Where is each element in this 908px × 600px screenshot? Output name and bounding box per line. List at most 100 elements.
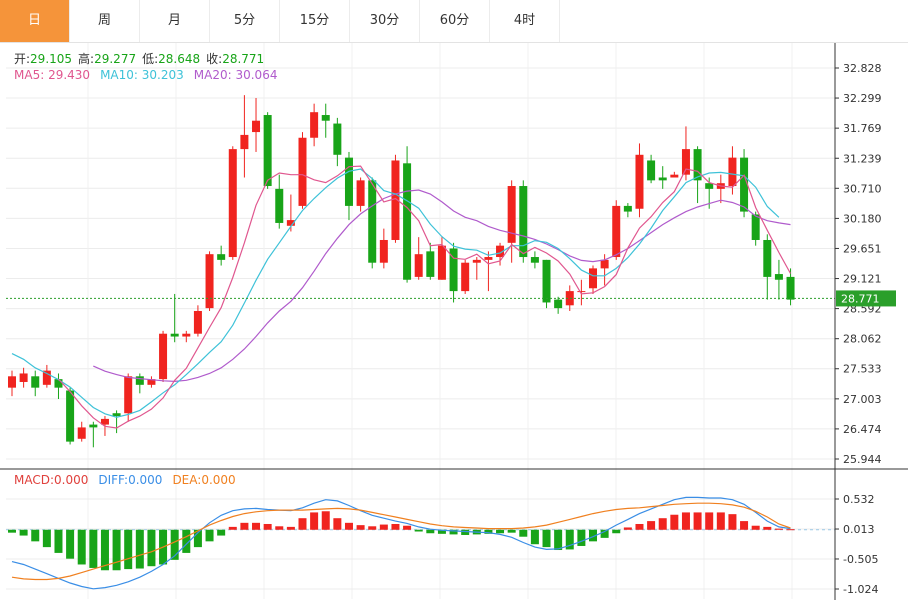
macd-bar bbox=[147, 529, 156, 567]
current-price-tag: 28.771 bbox=[836, 290, 896, 307]
macd-bar bbox=[716, 512, 725, 530]
candle bbox=[66, 387, 75, 445]
candle bbox=[182, 330, 191, 343]
candle-body bbox=[751, 214, 760, 240]
candle-body bbox=[484, 257, 493, 260]
macd-bar bbox=[681, 512, 690, 530]
candle bbox=[763, 234, 772, 300]
candle bbox=[461, 259, 470, 294]
price-tick-label: 32.299 bbox=[843, 92, 882, 105]
candle-body bbox=[228, 149, 237, 258]
macd-bar bbox=[333, 518, 342, 530]
macd-bar bbox=[8, 529, 16, 533]
candle-body bbox=[368, 180, 377, 263]
macd-bar bbox=[217, 529, 226, 536]
candle-body bbox=[612, 205, 621, 258]
candle bbox=[368, 177, 377, 269]
candle bbox=[333, 117, 342, 167]
macd-bar bbox=[205, 529, 214, 542]
macd-bar bbox=[658, 518, 667, 530]
price-tick-label: 30.180 bbox=[843, 212, 882, 225]
candle bbox=[693, 146, 702, 204]
candle bbox=[321, 103, 330, 138]
candle-body bbox=[112, 413, 121, 417]
macd-bar bbox=[635, 523, 644, 530]
candle-body bbox=[356, 180, 365, 206]
tab-5[interactable]: 30分 bbox=[350, 0, 420, 42]
candle bbox=[286, 194, 295, 232]
tab-6[interactable]: 60分 bbox=[420, 0, 490, 42]
candle-body bbox=[391, 160, 400, 240]
candle bbox=[89, 421, 98, 448]
macd-bar bbox=[310, 512, 319, 530]
macd-bar bbox=[379, 524, 388, 530]
macd-bar bbox=[786, 529, 795, 531]
candle bbox=[670, 171, 679, 178]
candle-body bbox=[240, 134, 249, 150]
tab-7[interactable]: 4时 bbox=[490, 0, 560, 42]
candle-body bbox=[275, 188, 284, 223]
macd-bar bbox=[275, 526, 284, 530]
candle bbox=[542, 259, 551, 309]
candle-body bbox=[193, 310, 202, 334]
price-tick-label: 31.769 bbox=[843, 122, 882, 135]
tab-4[interactable]: 15分 bbox=[280, 0, 350, 42]
macd-tick-label: -1.024 bbox=[843, 583, 878, 596]
candle bbox=[530, 251, 539, 269]
tab-0[interactable]: 日 bbox=[0, 0, 70, 42]
macd-bar bbox=[124, 529, 133, 570]
price-tick-label: 29.121 bbox=[843, 273, 882, 286]
candle-body bbox=[263, 115, 272, 187]
candle-body bbox=[589, 268, 597, 289]
candle-body bbox=[647, 160, 656, 181]
candle-body bbox=[623, 205, 632, 212]
macd-bar bbox=[589, 529, 597, 542]
candle bbox=[77, 421, 86, 442]
tab-1[interactable]: 周 bbox=[70, 0, 140, 42]
dea-line bbox=[11, 502, 791, 581]
current-price-badge bbox=[836, 290, 896, 307]
candle bbox=[519, 180, 528, 263]
price-tick-label: 25.944 bbox=[843, 453, 882, 466]
macd-readout: MACD:0.000 DIFF:0.000 DEA:0.000 bbox=[14, 473, 236, 487]
ma20-line bbox=[93, 189, 791, 383]
candle-body bbox=[42, 370, 51, 385]
candle bbox=[437, 237, 446, 280]
candle bbox=[19, 367, 28, 388]
macd-tick-label: 0.013 bbox=[843, 523, 875, 536]
macd-bar bbox=[542, 529, 551, 548]
macd-bar bbox=[112, 529, 121, 571]
macd-bar bbox=[252, 522, 261, 530]
macd-bar bbox=[461, 529, 470, 535]
macd-bar bbox=[193, 529, 202, 548]
candle-body bbox=[449, 248, 458, 292]
macd-bar bbox=[693, 512, 702, 530]
candle bbox=[275, 174, 284, 229]
price-tick-label: 30.710 bbox=[843, 182, 882, 195]
macd-bar bbox=[647, 521, 656, 530]
macd-bar bbox=[321, 511, 330, 530]
macd-bar bbox=[426, 529, 435, 534]
candle-body bbox=[124, 376, 133, 414]
candle bbox=[298, 132, 307, 209]
candle bbox=[344, 151, 353, 221]
macd-bar bbox=[484, 529, 493, 534]
macd-bar bbox=[670, 514, 679, 530]
period-tab-bar: 日周月 5分 15分 30分 60分 4时 bbox=[0, 0, 908, 43]
chart-grid bbox=[6, 43, 835, 599]
macd-bar bbox=[228, 526, 237, 530]
candle-body bbox=[77, 427, 86, 439]
macd-bar bbox=[507, 529, 516, 533]
macd-bar bbox=[414, 529, 423, 532]
candle-body bbox=[310, 112, 319, 138]
tab-2[interactable]: 月 bbox=[140, 0, 210, 42]
candle-body bbox=[786, 276, 795, 300]
macd-bar bbox=[135, 529, 144, 569]
macd-bar bbox=[77, 529, 86, 565]
candle-body bbox=[600, 259, 609, 269]
macd-tick-label: 0.532 bbox=[843, 493, 875, 506]
candle bbox=[635, 143, 644, 218]
tab-3[interactable]: 5分 bbox=[210, 0, 280, 42]
candle-body bbox=[217, 254, 226, 260]
candle-body bbox=[461, 262, 470, 292]
